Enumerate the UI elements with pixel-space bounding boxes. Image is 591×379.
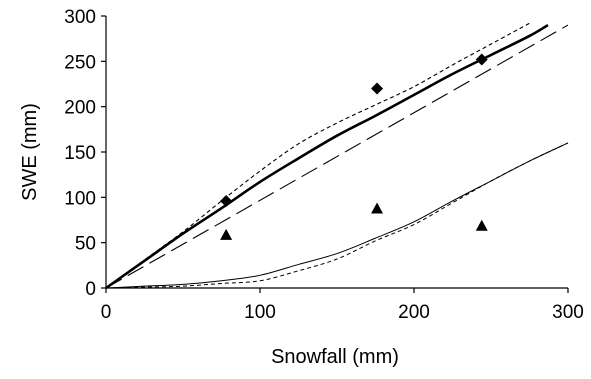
y-tick-label: 0 bbox=[85, 279, 96, 300]
x-tick-label: 200 bbox=[398, 302, 430, 323]
data-markers bbox=[220, 53, 488, 240]
series-line-thick-solid bbox=[105, 23, 549, 290]
y-tick-label: 100 bbox=[64, 188, 96, 209]
series-line-thin-dash bbox=[105, 142, 569, 289]
series-line-short-dash bbox=[105, 22, 530, 289]
diamond-marker bbox=[371, 82, 384, 95]
triangle-marker bbox=[475, 219, 488, 231]
y-tick-label: 50 bbox=[75, 234, 96, 255]
y-tick-label: 300 bbox=[64, 7, 96, 28]
series-line-thin-solid bbox=[105, 142, 569, 289]
series-lines bbox=[105, 22, 569, 290]
x-tick-label: 100 bbox=[244, 302, 276, 323]
tick-labels: 0 50 100 150 200 250 300 0 100 200 300 bbox=[64, 7, 584, 323]
y-axis-title: SWE (mm) bbox=[19, 103, 41, 201]
triangle-marker bbox=[371, 202, 384, 214]
x-tick-label: 0 bbox=[101, 302, 112, 323]
diamond-marker bbox=[475, 53, 488, 66]
y-tick-label: 150 bbox=[64, 143, 96, 164]
x-tick-label: 300 bbox=[552, 302, 584, 323]
axes bbox=[101, 15, 569, 293]
series-line-long-dash bbox=[105, 24, 569, 289]
triangle-marker bbox=[220, 228, 233, 240]
y-tick-label: 200 bbox=[64, 98, 96, 119]
diamond-marker bbox=[220, 194, 233, 207]
x-axis-title: Snowfall (mm) bbox=[271, 346, 399, 368]
y-tick-label: 250 bbox=[64, 52, 96, 73]
